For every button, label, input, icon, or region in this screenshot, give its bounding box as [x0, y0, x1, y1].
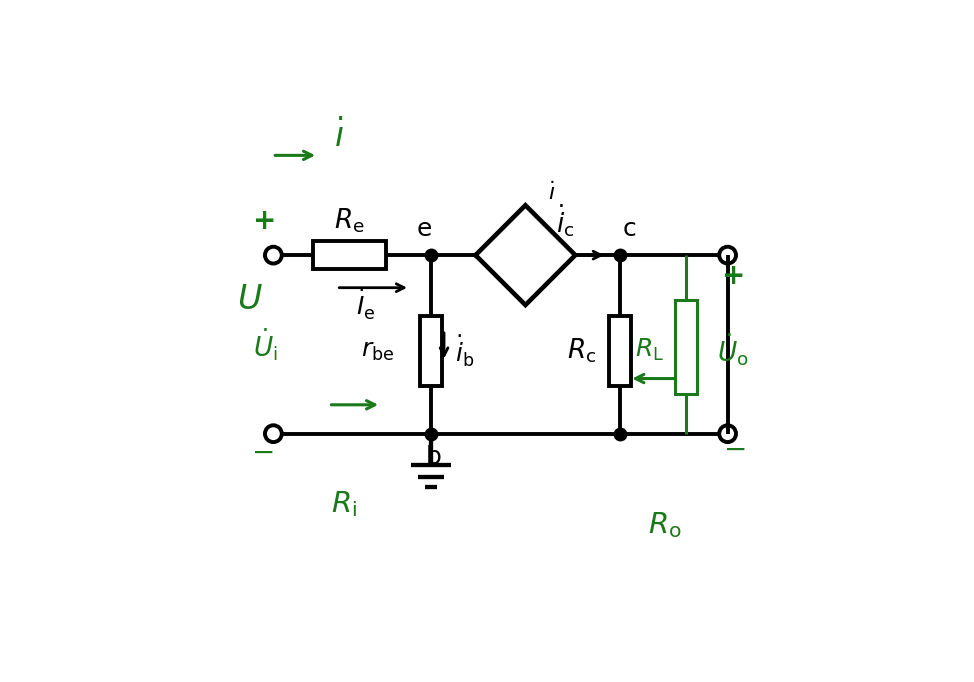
- Bar: [313, 241, 387, 269]
- Text: $\dot{i}_{\rm c}$: $\dot{i}_{\rm c}$: [555, 203, 574, 239]
- Text: $R_{\rm c}$: $R_{\rm c}$: [568, 337, 597, 366]
- Text: $-$: $-$: [250, 438, 273, 466]
- Text: $R_{\rm L}$: $R_{\rm L}$: [635, 336, 664, 363]
- Text: $R_{\rm e}$: $R_{\rm e}$: [334, 207, 365, 235]
- Text: $R_{\rm o}$: $R_{\rm o}$: [648, 511, 682, 540]
- Text: $\dot{\imath}$: $\dot{\imath}$: [334, 120, 344, 154]
- Text: $R_{\rm i}$: $R_{\rm i}$: [331, 490, 357, 520]
- Text: U: U: [238, 283, 262, 316]
- Text: e: e: [417, 217, 432, 241]
- Bar: [609, 316, 631, 387]
- Text: $\dot{U}_{\rm o}$: $\dot{U}_{\rm o}$: [717, 331, 749, 368]
- Text: c: c: [622, 217, 636, 241]
- Bar: [420, 316, 442, 387]
- Text: $r_{\rm be}$: $r_{\rm be}$: [360, 339, 394, 364]
- Text: +: +: [252, 207, 276, 235]
- Text: b: b: [426, 445, 441, 469]
- Polygon shape: [475, 205, 576, 305]
- Text: $-$: $-$: [723, 434, 745, 462]
- Text: $\dot{I}_{\rm e}$: $\dot{I}_{\rm e}$: [356, 288, 375, 322]
- Bar: [675, 300, 696, 394]
- Text: +: +: [723, 262, 746, 290]
- Text: $\dot{\imath}$: $\dot{\imath}$: [548, 181, 555, 204]
- Text: $\dot{i}_{\rm b}$: $\dot{i}_{\rm b}$: [456, 333, 474, 369]
- Text: $\dot{U}_{\rm i}$: $\dot{U}_{\rm i}$: [253, 326, 278, 363]
